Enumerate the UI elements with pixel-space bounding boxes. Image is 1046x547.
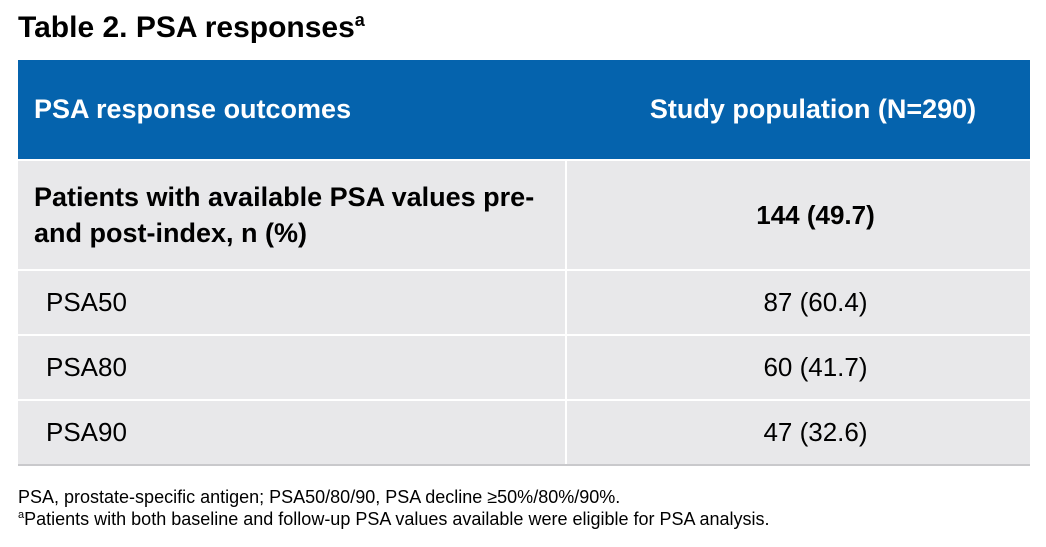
header-study-population: Study population (N=290) bbox=[649, 94, 977, 124]
footnote-a: aPatients with both baseline and follow-… bbox=[18, 508, 770, 530]
psa-response-table: PSA response outcomes Study population (… bbox=[18, 60, 1030, 466]
table-title: Table 2. PSA responsesa bbox=[18, 8, 365, 48]
table-row-available-psa: Patients with available PSA values pre- … bbox=[18, 159, 1030, 270]
table-row-psa90: PSA90 47 (32.6) bbox=[18, 399, 1030, 466]
row-value: 144 (49.7) bbox=[565, 159, 1030, 270]
title-footnote-marker: a bbox=[354, 10, 365, 30]
row-value: 87 (60.4) bbox=[565, 269, 1030, 335]
footnotes: PSA, prostate-specific antigen; PSA50/80… bbox=[18, 486, 770, 530]
row-label: PSA50 bbox=[18, 269, 566, 335]
row-value: 47 (32.6) bbox=[565, 399, 1030, 466]
row-label: PSA90 bbox=[18, 399, 566, 466]
footnote-abbreviations: PSA, prostate-specific antigen; PSA50/80… bbox=[18, 487, 621, 507]
header-outcomes: PSA response outcomes bbox=[34, 94, 352, 124]
footnote-marker: a bbox=[18, 509, 25, 521]
footnote-text: Patients with both baseline and follow-u… bbox=[24, 509, 770, 529]
table-row-psa50: PSA50 87 (60.4) bbox=[18, 269, 1030, 335]
table-row-psa80: PSA80 60 (41.7) bbox=[18, 334, 1030, 400]
table-title-text: Table 2. PSA responses bbox=[18, 11, 355, 44]
row-label: Patients with available PSA values pre- … bbox=[18, 159, 566, 270]
table-header-row: PSA response outcomes Study population (… bbox=[18, 60, 1030, 160]
row-label: PSA80 bbox=[18, 334, 566, 400]
row-value: 60 (41.7) bbox=[565, 334, 1030, 400]
